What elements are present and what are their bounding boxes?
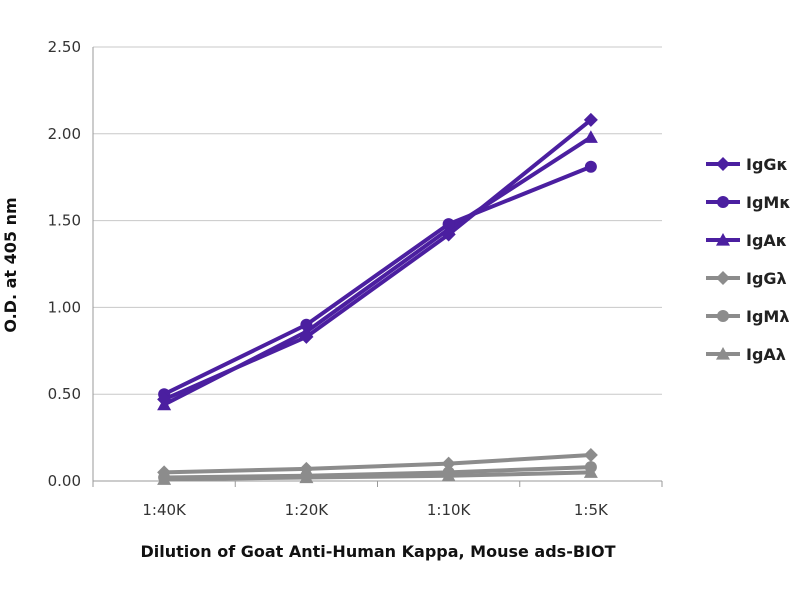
y-tick-label: 0.50 (48, 385, 81, 403)
data-point (583, 130, 598, 143)
legend-label: IgAκ (746, 231, 787, 250)
legend-marker (716, 271, 730, 285)
data-point (584, 461, 597, 474)
legend-marker (717, 310, 729, 322)
data-point (441, 227, 456, 242)
data-point (584, 160, 597, 173)
y-tick-labels: 0.00 0.50 1.00 1.50 2.00 2.50 (48, 38, 81, 490)
legend-marker (716, 347, 730, 360)
legend-marker (717, 196, 729, 208)
series-3 (157, 130, 598, 411)
legend-item: IgMλ (706, 307, 789, 326)
legend-label: IgMλ (746, 307, 789, 326)
series-1 (157, 112, 598, 407)
series-group (157, 112, 598, 485)
y-axis-title: O.D. at 405 nm (1, 197, 20, 332)
x-tick-label: 1:10K (427, 501, 472, 519)
legend-label: IgAλ (746, 345, 786, 364)
series-4 (157, 447, 598, 480)
y-tick-label: 2.50 (48, 38, 81, 56)
y-tick-label: 2.00 (48, 125, 81, 143)
x-tick-label: 1:40K (142, 501, 187, 519)
x-tick-label: 1:5K (574, 501, 609, 519)
legend-marker (716, 233, 730, 246)
data-point (299, 461, 314, 476)
data-point (300, 318, 313, 331)
legend-label: IgGκ (746, 155, 788, 174)
series-line (164, 465, 591, 480)
x-tick-labels: 1:40K 1:20K 1:10K 1:5K (142, 501, 609, 519)
data-point (157, 392, 172, 407)
legend-item: IgAλ (706, 345, 786, 364)
y-tick-label: 1.00 (48, 298, 81, 316)
y-tick-label: 0.00 (48, 472, 81, 490)
x-axis-title: Dilution of Goat Anti-Human Kappa, Mouse… (140, 542, 615, 561)
data-point (442, 466, 455, 479)
x-tick-label: 1:20K (285, 501, 330, 519)
data-point (299, 329, 314, 344)
legend-item: IgMκ (706, 193, 791, 212)
data-point (157, 465, 172, 480)
data-point (442, 218, 455, 231)
series-line (164, 452, 591, 475)
legend-marker (716, 157, 730, 171)
gridlines (92, 46, 663, 487)
series-line (163, 118, 593, 402)
legend-item: IgGκ (706, 155, 788, 174)
data-point (441, 456, 456, 471)
legend-label: IgGλ (746, 269, 787, 288)
data-point (583, 447, 598, 462)
legend-label: IgMκ (746, 193, 791, 212)
y-tick-label: 1.50 (48, 212, 81, 230)
legend: IgGκ IgMκ IgAκ IgGλ IgMλ IgAλ (706, 155, 791, 364)
legend-item: IgAκ (706, 231, 787, 250)
legend-item: IgGλ (706, 269, 787, 288)
series-line (163, 164, 592, 396)
data-point (583, 112, 598, 127)
